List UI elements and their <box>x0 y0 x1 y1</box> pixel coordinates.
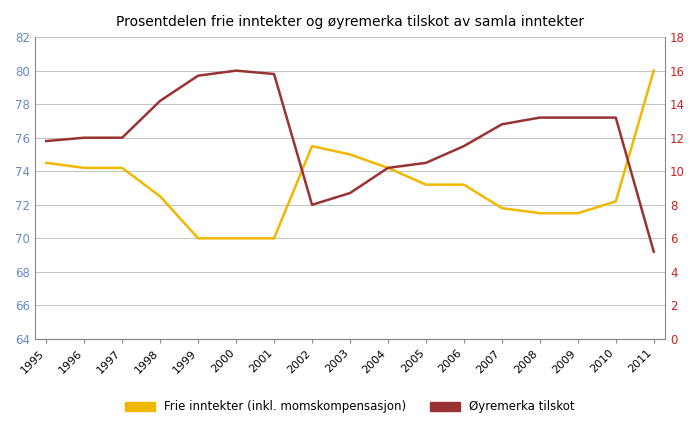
Title: Prosentdelen frie inntekter og øyremerka tilskot av samla inntekter: Prosentdelen frie inntekter og øyremerka… <box>116 15 584 29</box>
Legend: Frie inntekter (inkl. momskompensasjon), Øyremerka tilskot: Frie inntekter (inkl. momskompensasjon),… <box>120 396 580 418</box>
